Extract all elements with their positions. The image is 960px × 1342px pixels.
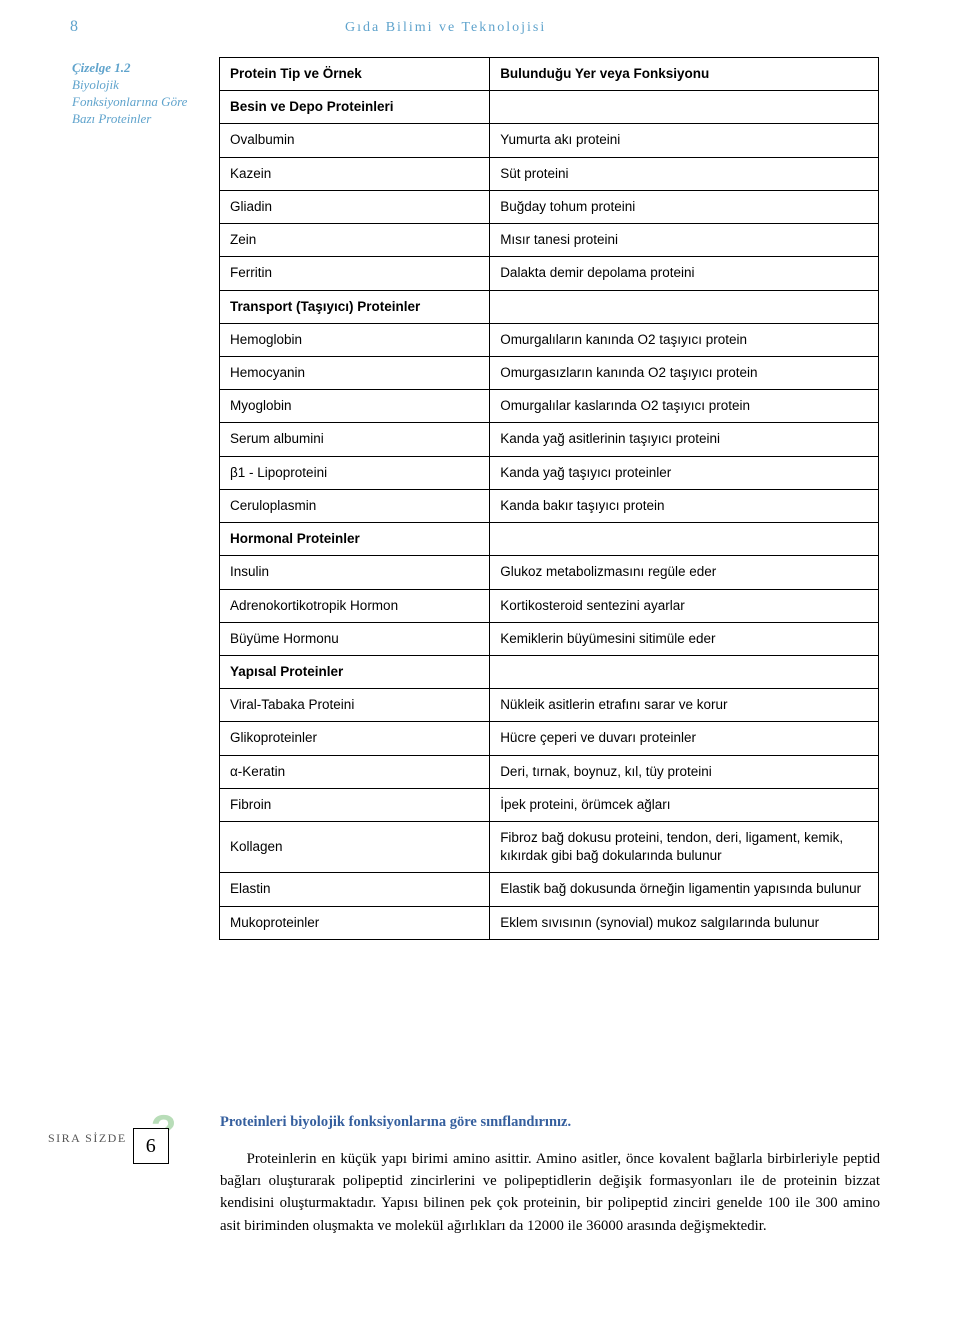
- table-cell: β1 - Lipoproteini: [220, 456, 490, 489]
- table-cell: Viral-Tabaka Proteini: [220, 689, 490, 722]
- table-cell: Omurgalılar kaslarında O2 taşıyıcı prote…: [490, 390, 879, 423]
- table-cell: Dalakta demir depolama proteini: [490, 257, 879, 290]
- cizelge-caption: Biyolojik Fonksiyonlarına Göre Bazı Prot…: [72, 77, 187, 126]
- table-row: ZeinMısır tanesi proteini: [220, 224, 879, 257]
- table-row: KollagenFibroz bağ dokusu proteini, tend…: [220, 822, 879, 873]
- table-row: Yapısal Proteinler: [220, 655, 879, 688]
- table-row: α-KeratinDeri, tırnak, boynuz, kıl, tüy …: [220, 755, 879, 788]
- table-row: Hormonal Proteinler: [220, 523, 879, 556]
- table-cell: Kazein: [220, 157, 490, 190]
- table-header-col2: Bulunduğu Yer veya Fonksiyonu: [490, 58, 879, 91]
- exercise-prompt: Proteinleri biyolojik fonksiyonlarına gö…: [220, 1114, 880, 1131]
- cizelge-label: Çizelge 1.2: [72, 60, 131, 75]
- table-cell: [490, 91, 879, 124]
- table-cell: Insulin: [220, 556, 490, 589]
- body-paragraph: Proteinlerin en küçük yapı birimi amino …: [220, 1148, 880, 1237]
- sira-sizde-block: SIRA SİZDE ? 6: [48, 1112, 195, 1164]
- table-row: KazeinSüt proteini: [220, 157, 879, 190]
- table-cell: Kortikosteroid sentezini ayarlar: [490, 589, 879, 622]
- table-cell: Fibroin: [220, 788, 490, 821]
- running-title: Gıda Bilimi ve Teknolojisi: [345, 20, 546, 36]
- protein-table: Protein Tip ve ÖrnekBulunduğu Yer veya F…: [219, 57, 879, 940]
- table-row: HemoglobinOmurgalıların kanında O2 taşıy…: [220, 323, 879, 356]
- table-caption-block: Çizelge 1.2 Biyolojik Fonksiyonlarına Gö…: [72, 60, 202, 128]
- table-row: Adrenokortikotropik HormonKortikosteroid…: [220, 589, 879, 622]
- table-row: MukoproteinlerEklem sıvısının (synovial)…: [220, 906, 879, 939]
- table-cell: Kanda yağ asitlerinin taşıyıcı proteini: [490, 423, 879, 456]
- sira-number: 6: [146, 1135, 156, 1158]
- table-row: GliadinBuğday tohum proteini: [220, 190, 879, 223]
- table-cell: Yumurta akı proteini: [490, 124, 879, 157]
- table-row: Büyüme HormonuKemiklerin büyümesini siti…: [220, 622, 879, 655]
- protein-table-wrap: Protein Tip ve ÖrnekBulunduğu Yer veya F…: [219, 57, 879, 940]
- table-row: β1 - LipoproteiniKanda yağ taşıyıcı prot…: [220, 456, 879, 489]
- table-cell: Deri, tırnak, boynuz, kıl, tüy proteini: [490, 755, 879, 788]
- table-cell: [490, 290, 879, 323]
- table-row: Transport (Taşıyıcı) Proteinler: [220, 290, 879, 323]
- table-cell: Kanda bakır taşıyıcı protein: [490, 489, 879, 522]
- sira-badge: ? 6: [133, 1112, 195, 1164]
- table-cell: Hücre çeperi ve duvarı proteinler: [490, 722, 879, 755]
- table-row: Fibroinİpek proteini, örümcek ağları: [220, 788, 879, 821]
- table-cell: Eklem sıvısının (synovial) mukoz salgıla…: [490, 906, 879, 939]
- table-header-col1: Protein Tip ve Örnek: [220, 58, 490, 91]
- table-cell: Nükleik asitlerin etrafını sarar ve koru…: [490, 689, 879, 722]
- table-cell: Elastik bağ dokusunda örneğin ligamentin…: [490, 873, 879, 906]
- table-cell: Glukoz metabolizmasını regüle eder: [490, 556, 879, 589]
- table-cell: Glikoproteinler: [220, 722, 490, 755]
- table-cell: Omurgasızların kanında O2 taşıyıcı prote…: [490, 356, 879, 389]
- table-cell: [490, 523, 879, 556]
- table-row: InsulinGlukoz metabolizmasını regüle ede…: [220, 556, 879, 589]
- table-cell: Mukoproteinler: [220, 906, 490, 939]
- sira-number-box: 6: [133, 1128, 169, 1164]
- table-row: CeruloplasminKanda bakır taşıyıcı protei…: [220, 489, 879, 522]
- table-cell: Hemoglobin: [220, 323, 490, 356]
- table-cell: Transport (Taşıyıcı) Proteinler: [220, 290, 490, 323]
- table-cell: Zein: [220, 224, 490, 257]
- table-cell: [490, 655, 879, 688]
- table-row: FerritinDalakta demir depolama proteini: [220, 257, 879, 290]
- table-cell: Süt proteini: [490, 157, 879, 190]
- table-row: MyoglobinOmurgalılar kaslarında O2 taşıy…: [220, 390, 879, 423]
- table-cell: Elastin: [220, 873, 490, 906]
- table-cell: Besin ve Depo Proteinleri: [220, 91, 490, 124]
- table-cell: Kemiklerin büyümesini sitimüle eder: [490, 622, 879, 655]
- table-row: OvalbuminYumurta akı proteini: [220, 124, 879, 157]
- table-cell: Ferritin: [220, 257, 490, 290]
- table-cell: İpek proteini, örümcek ağları: [490, 788, 879, 821]
- table-cell: Ceruloplasmin: [220, 489, 490, 522]
- table-cell: Hormonal Proteinler: [220, 523, 490, 556]
- table-cell: Mısır tanesi proteini: [490, 224, 879, 257]
- table-cell: α-Keratin: [220, 755, 490, 788]
- table-cell: Adrenokortikotropik Hormon: [220, 589, 490, 622]
- table-row: ElastinElastik bağ dokusunda örneğin lig…: [220, 873, 879, 906]
- table-cell: Gliadin: [220, 190, 490, 223]
- table-row: Besin ve Depo Proteinleri: [220, 91, 879, 124]
- table-cell: Yapısal Proteinler: [220, 655, 490, 688]
- table-row: Viral-Tabaka ProteiniNükleik asitlerin e…: [220, 689, 879, 722]
- table-row: GlikoproteinlerHücre çeperi ve duvarı pr…: [220, 722, 879, 755]
- sira-label: SIRA SİZDE: [48, 1131, 127, 1146]
- table-cell: Serum albumini: [220, 423, 490, 456]
- table-cell: Kanda yağ taşıyıcı proteinler: [490, 456, 879, 489]
- table-cell: Büyüme Hormonu: [220, 622, 490, 655]
- page-header: 8 Gıda Bilimi ve Teknolojisi: [0, 0, 960, 42]
- table-cell: Ovalbumin: [220, 124, 490, 157]
- table-cell: Omurgalıların kanında O2 taşıyıcı protei…: [490, 323, 879, 356]
- table-row: Serum albuminiKanda yağ asitlerinin taşı…: [220, 423, 879, 456]
- table-cell: Myoglobin: [220, 390, 490, 423]
- table-cell: Kollagen: [220, 822, 490, 873]
- table-cell: Buğday tohum proteini: [490, 190, 879, 223]
- table-cell: Hemocyanin: [220, 356, 490, 389]
- page-number: 8: [70, 18, 130, 36]
- table-row: HemocyaninOmurgasızların kanında O2 taşı…: [220, 356, 879, 389]
- table-cell: Fibroz bağ dokusu proteini, tendon, deri…: [490, 822, 879, 873]
